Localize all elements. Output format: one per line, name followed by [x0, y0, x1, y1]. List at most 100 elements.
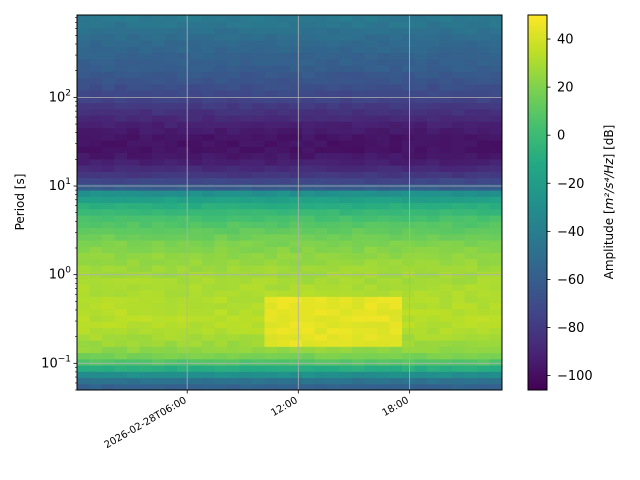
- heatmap-cell: [302, 346, 316, 354]
- heatmap-cell: [289, 90, 303, 97]
- heatmap-cell: [227, 340, 241, 347]
- heatmap-cell: [477, 102, 491, 110]
- heatmap-cell: [489, 71, 502, 79]
- heatmap-cell: [352, 202, 366, 210]
- heatmap-cell: [289, 115, 303, 122]
- heatmap-cell: [364, 333, 378, 341]
- heatmap-cell: [264, 265, 278, 272]
- heatmap-cell: [389, 221, 403, 229]
- heatmap-cell: [439, 171, 453, 179]
- heatmap-cell: [377, 27, 391, 35]
- heatmap-cell: [289, 196, 303, 204]
- heatmap-cell: [327, 365, 341, 372]
- heatmap-cell: [402, 302, 416, 310]
- heatmap-cell: [339, 208, 353, 216]
- heatmap-cell: [464, 340, 478, 347]
- heatmap-cell: [177, 246, 191, 254]
- heatmap-cell: [464, 296, 478, 304]
- heatmap-cell: [202, 202, 216, 210]
- heatmap-cell: [327, 327, 341, 335]
- heatmap-cell: [489, 196, 502, 204]
- heatmap-cell: [489, 27, 502, 35]
- heatmap-cell: [439, 227, 453, 235]
- heatmap-cell: [339, 77, 353, 85]
- heatmap-cell: [452, 52, 466, 60]
- heatmap-cell: [264, 121, 278, 129]
- heatmap-cell: [314, 146, 328, 154]
- heatmap-cell: [427, 133, 441, 141]
- heatmap-cell: [139, 377, 153, 385]
- heatmap-cell: [314, 83, 328, 91]
- heatmap-cell: [89, 90, 103, 97]
- heatmap-cell: [489, 321, 502, 329]
- heatmap-cell: [489, 277, 502, 285]
- heatmap-cell: [414, 190, 428, 197]
- heatmap-cell: [277, 371, 291, 379]
- heatmap-cell: [377, 52, 391, 60]
- heatmap-cell: [114, 340, 128, 347]
- heatmap-cell: [389, 327, 403, 335]
- heatmap-cell: [439, 265, 453, 272]
- heatmap-cell: [114, 83, 128, 91]
- heatmap-cell: [314, 152, 328, 160]
- heatmap-cell: [152, 327, 166, 335]
- heatmap-cell: [352, 58, 366, 66]
- heatmap-cell: [464, 152, 478, 160]
- heatmap-cell: [239, 315, 253, 322]
- heatmap-cell: [214, 83, 228, 91]
- heatmap-cell: [277, 177, 291, 185]
- heatmap-cell: [164, 221, 178, 229]
- heatmap-cell: [102, 383, 116, 390]
- heatmap-cell: [339, 171, 353, 179]
- heatmap-cell: [189, 21, 203, 29]
- heatmap-cell: [239, 277, 253, 285]
- heatmap-cell: [439, 327, 453, 335]
- heatmap-cell: [164, 308, 178, 316]
- heatmap-cell: [264, 333, 278, 341]
- heatmap-cell: [339, 127, 353, 135]
- heatmap-cell: [414, 152, 428, 160]
- heatmap-cell: [164, 190, 178, 197]
- heatmap-cell: [427, 240, 441, 247]
- heatmap-cell: [427, 377, 441, 385]
- heatmap-cell: [327, 283, 341, 291]
- heatmap-cell: [314, 102, 328, 110]
- heatmap-cell: [164, 33, 178, 41]
- heatmap-cell: [402, 358, 416, 366]
- heatmap-cell: [214, 221, 228, 229]
- heatmap-cell: [452, 258, 466, 266]
- y-tick-label-exp: 2: [65, 88, 71, 98]
- heatmap-cell: [202, 33, 216, 41]
- heatmap-cell: [214, 171, 228, 179]
- heatmap-cell: [389, 90, 403, 97]
- heatmap-cell: [289, 96, 303, 104]
- heatmap-cell: [214, 308, 228, 316]
- heatmap-cell: [389, 346, 403, 354]
- heatmap-cell: [239, 52, 253, 60]
- heatmap-cell: [439, 383, 453, 390]
- heatmap-cell: [202, 321, 216, 329]
- heatmap-cell: [452, 146, 466, 154]
- heatmap-cell: [464, 127, 478, 135]
- heatmap-cell: [314, 133, 328, 141]
- heatmap-cell: [202, 352, 216, 360]
- heatmap-cell: [227, 90, 241, 97]
- heatmap-cell: [264, 165, 278, 172]
- heatmap-cell: [214, 283, 228, 291]
- heatmap-cell: [77, 152, 91, 160]
- heatmap-cell: [464, 333, 478, 341]
- heatmap-cell: [214, 315, 228, 322]
- heatmap-cell: [489, 58, 502, 66]
- heatmap-cell: [239, 108, 253, 116]
- heatmap-cell: [127, 96, 141, 104]
- heatmap-cell: [139, 333, 153, 341]
- heatmap-cell: [127, 65, 141, 72]
- heatmap-cell: [264, 340, 278, 347]
- heatmap-cell: [252, 333, 266, 341]
- heatmap-cell: [189, 102, 203, 110]
- heatmap-cell: [377, 290, 391, 297]
- heatmap-cell: [239, 352, 253, 360]
- heatmap-cell: [227, 246, 241, 254]
- heatmap-cell: [427, 102, 441, 110]
- heatmap-cell: [239, 290, 253, 297]
